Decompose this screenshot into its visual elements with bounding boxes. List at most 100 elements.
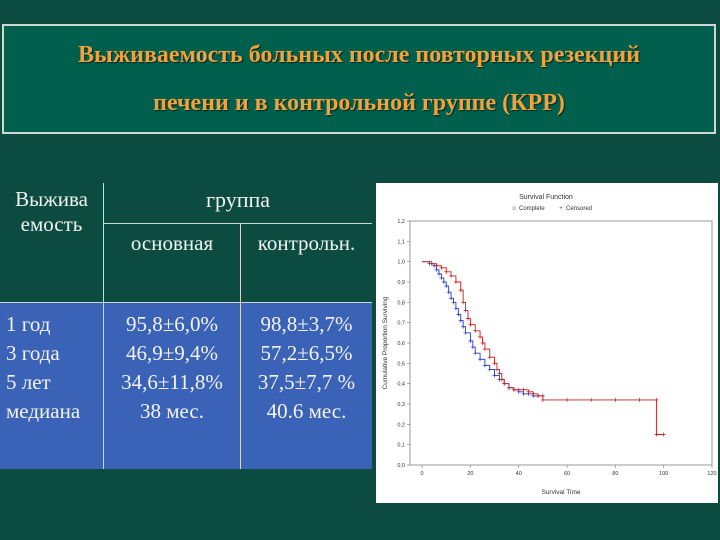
censor-mark bbox=[429, 261, 434, 266]
plot-area bbox=[409, 220, 713, 466]
censor-mark bbox=[565, 397, 570, 402]
y-tick-label: 1,1 bbox=[397, 239, 405, 245]
censor-mark bbox=[613, 397, 618, 402]
censor-mark bbox=[526, 389, 531, 394]
header-survival-line-1: Выжива bbox=[15, 187, 88, 211]
main-1y: 95,8±6,0% bbox=[125, 312, 219, 336]
censor-mark bbox=[449, 273, 454, 278]
main-5y: 34,6±11,8% bbox=[121, 370, 223, 394]
censor-mark bbox=[453, 306, 458, 311]
survival-table: Выжива емость группа основная контрольн.… bbox=[0, 0, 376, 470]
censor-mark bbox=[436, 271, 441, 276]
header-group: группа bbox=[104, 183, 372, 223]
censor-mark bbox=[439, 275, 444, 280]
censor-mark bbox=[434, 267, 439, 272]
censor-mark bbox=[487, 355, 492, 360]
x-tick-label: 80 bbox=[612, 471, 618, 477]
censor-mark bbox=[470, 345, 475, 350]
censor-mark bbox=[465, 316, 470, 321]
censor-mark bbox=[531, 391, 536, 396]
y-tick-label: 0,1 bbox=[397, 443, 405, 449]
x-tick-label: 20 bbox=[467, 471, 473, 477]
table-divider bbox=[104, 223, 372, 224]
row-label-median: медиана bbox=[6, 399, 81, 423]
x-tick-label: 120 bbox=[707, 471, 716, 477]
y-tick-label: 0,4 bbox=[397, 382, 405, 388]
survival-curve-2 bbox=[422, 261, 664, 435]
censor-mark bbox=[468, 322, 473, 327]
censor-mark bbox=[654, 397, 659, 402]
censor-mark bbox=[473, 351, 478, 356]
chart-title: Survival Function bbox=[519, 194, 573, 201]
censor-mark bbox=[439, 265, 444, 270]
censor-mark bbox=[453, 280, 458, 284]
title-box: Выживаемость больных после повторных рез… bbox=[2, 24, 716, 134]
main-median: 38 мес. bbox=[140, 399, 204, 423]
censor-mark bbox=[589, 397, 594, 402]
survival-chart-svg: Survival Function o Complete + Censored … bbox=[382, 194, 717, 496]
censor-mark bbox=[434, 263, 439, 268]
censor-mark bbox=[482, 363, 487, 368]
x-tick-label: 0 bbox=[421, 471, 424, 477]
row-label-5y: 5 лет bbox=[6, 370, 51, 394]
y-tick-label: 0,3 bbox=[397, 402, 405, 408]
y-tick-label: 0,0 bbox=[397, 463, 405, 469]
y-tick-label: 0,6 bbox=[397, 341, 405, 347]
censor-mark bbox=[463, 308, 468, 313]
x-tick-label: 60 bbox=[564, 471, 570, 477]
censor-mark bbox=[461, 324, 466, 329]
censor-mark bbox=[502, 381, 507, 386]
row-labels: 1 год 3 года 5 лет медиана bbox=[0, 303, 103, 469]
header-control-group: контрольн. bbox=[241, 224, 372, 302]
y-axis-label: Cumulative Proportion Surviving bbox=[382, 296, 389, 389]
censor-mark bbox=[521, 387, 526, 392]
censor-mark bbox=[458, 288, 463, 293]
y-tick-label: 1,0 bbox=[397, 260, 405, 266]
header-survival: Выжива емость bbox=[0, 183, 103, 303]
x-tick-label: 100 bbox=[659, 471, 668, 477]
censor-mark bbox=[456, 312, 461, 317]
main-group-values: 95,8±6,0% 46,9±9,4% 34,6±11,8% 38 мес. bbox=[104, 303, 240, 469]
censor-mark bbox=[637, 397, 642, 402]
censor-mark bbox=[497, 371, 502, 376]
slide-title-line-1: Выживаемость больных после повторных рез… bbox=[77, 42, 641, 68]
censor-mark bbox=[492, 373, 497, 378]
table-divider bbox=[103, 183, 104, 469]
censor-mark bbox=[540, 397, 545, 402]
legend-censored-marker: + bbox=[559, 206, 563, 212]
censor-mark bbox=[449, 296, 454, 301]
censor-mark bbox=[478, 334, 483, 339]
censor-mark bbox=[661, 432, 666, 437]
censor-mark bbox=[451, 300, 456, 305]
censor-mark bbox=[461, 300, 466, 305]
censor-mark bbox=[536, 393, 541, 398]
censor-mark bbox=[492, 361, 497, 366]
censor-mark bbox=[480, 341, 485, 345]
censor-mark bbox=[444, 269, 449, 274]
slide-title-line-2: печени и в контрольной группе (КРР) bbox=[153, 90, 565, 116]
survival-chart: Survival Function o Complete + Censored … bbox=[376, 183, 718, 503]
censor-mark bbox=[516, 387, 521, 392]
y-tick-label: 0,8 bbox=[397, 300, 405, 306]
legend-censored: Censored bbox=[566, 206, 592, 212]
censor-mark bbox=[521, 391, 526, 396]
control-group-values: 98,8±3,7% 57,2±6,5% 37,5±7,7 % 40.6 мес. bbox=[241, 303, 372, 469]
control-3y: 57,2±6,5% bbox=[260, 341, 353, 365]
control-median: 40.6 мес. bbox=[266, 399, 347, 423]
censor-mark bbox=[446, 290, 451, 295]
censor-mark bbox=[482, 347, 487, 352]
x-tick-label: 40 bbox=[516, 471, 522, 477]
censor-mark bbox=[499, 377, 504, 382]
censor-mark bbox=[468, 338, 473, 343]
censor-mark bbox=[494, 367, 499, 372]
censor-mark bbox=[444, 284, 449, 289]
row-label-1y: 1 год bbox=[6, 312, 51, 336]
y-tick-label: 0,9 bbox=[397, 280, 405, 286]
header-main-group: основная bbox=[104, 224, 240, 302]
y-tick-label: 0,7 bbox=[397, 321, 405, 327]
header-survival-line-2: емость bbox=[20, 212, 83, 236]
y-tick-label: 0,2 bbox=[397, 422, 405, 428]
control-5y: 37,5±7,7 % bbox=[257, 370, 356, 394]
censor-mark bbox=[487, 367, 492, 372]
chart-legend: o Complete + Censored bbox=[512, 206, 592, 212]
